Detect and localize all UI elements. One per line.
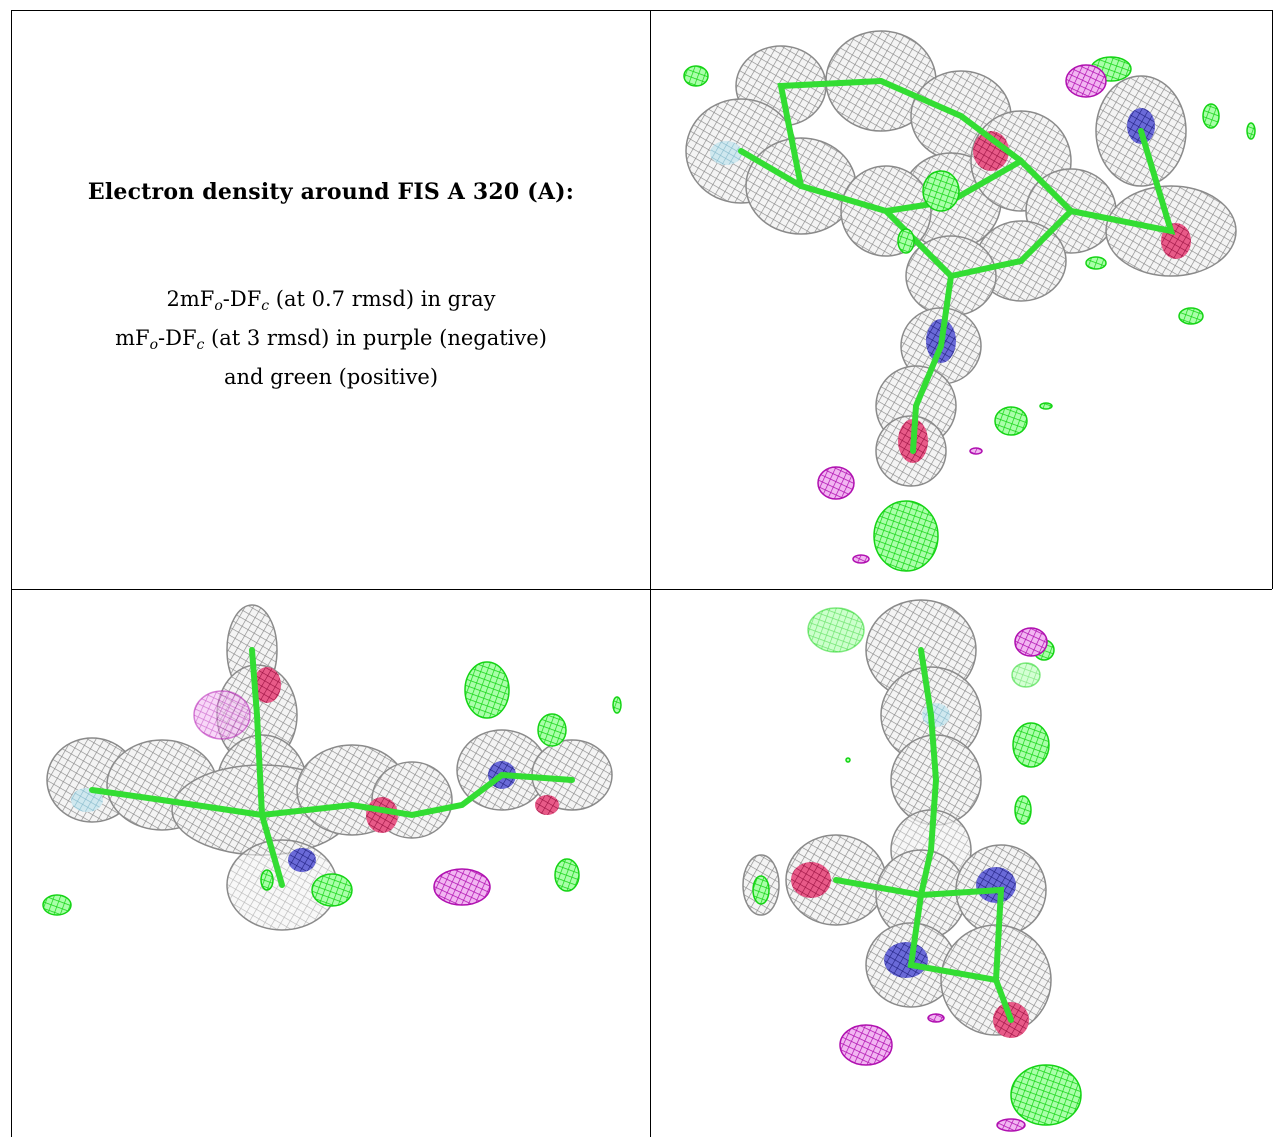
oxygen-atom <box>366 797 398 833</box>
density-render-bottom-right <box>742 599 1082 1132</box>
density-view-bottom-right <box>651 590 1271 1137</box>
caption-legend: 2mFo-DFc (at 0.7 rmsd) in gray mFo-DFc (… <box>12 283 650 393</box>
oxygen-atom <box>791 862 831 898</box>
bonds <box>833 647 1014 1023</box>
oxygen-atom <box>253 667 281 703</box>
bonds <box>89 647 575 888</box>
legend-line-2fofc: 2mFo-DFc (at 0.7 rmsd) in gray <box>166 287 496 314</box>
caption-title: Electron density around FIS A 320 (A): <box>87 179 575 205</box>
density-view-bottom-left <box>12 590 650 1137</box>
density-render-bottom-left <box>42 604 622 931</box>
legend-line-fofc: mFo-DFc (at 3 rmsd) in purple (negative) <box>115 326 547 353</box>
nitrogen-atom <box>976 867 1016 903</box>
sulfur-atom <box>710 141 742 165</box>
legend-line-positive: and green (positive) <box>223 365 439 389</box>
table-divider-horizontal <box>11 589 1272 590</box>
table-divider-vertical <box>650 10 651 1137</box>
mesh-fofc-negative <box>193 690 491 906</box>
table-border-right <box>1272 10 1273 589</box>
density-render-top <box>683 30 1256 572</box>
sulfur-atom <box>922 703 950 727</box>
mesh-fofc-positive <box>42 661 622 916</box>
figure-table <box>11 10 1272 1137</box>
oxygen-atom <box>535 795 559 815</box>
mesh-fofc-negative <box>839 627 1048 1132</box>
mesh-fofc-positive <box>752 607 1082 1126</box>
caption-cell: Electron density around FIS A 320 (A): 2… <box>12 11 650 589</box>
density-view-top <box>651 11 1271 589</box>
nitrogen-atom <box>288 848 316 872</box>
nitrogen-atom <box>1127 108 1155 144</box>
mesh-fofc-negative <box>817 64 1107 564</box>
nitrogen-atom <box>884 942 928 978</box>
sulfur-atom <box>71 788 103 812</box>
bonds <box>738 78 1176 454</box>
mesh-2fofc <box>685 30 1237 487</box>
oxygen-atom <box>973 131 1009 171</box>
